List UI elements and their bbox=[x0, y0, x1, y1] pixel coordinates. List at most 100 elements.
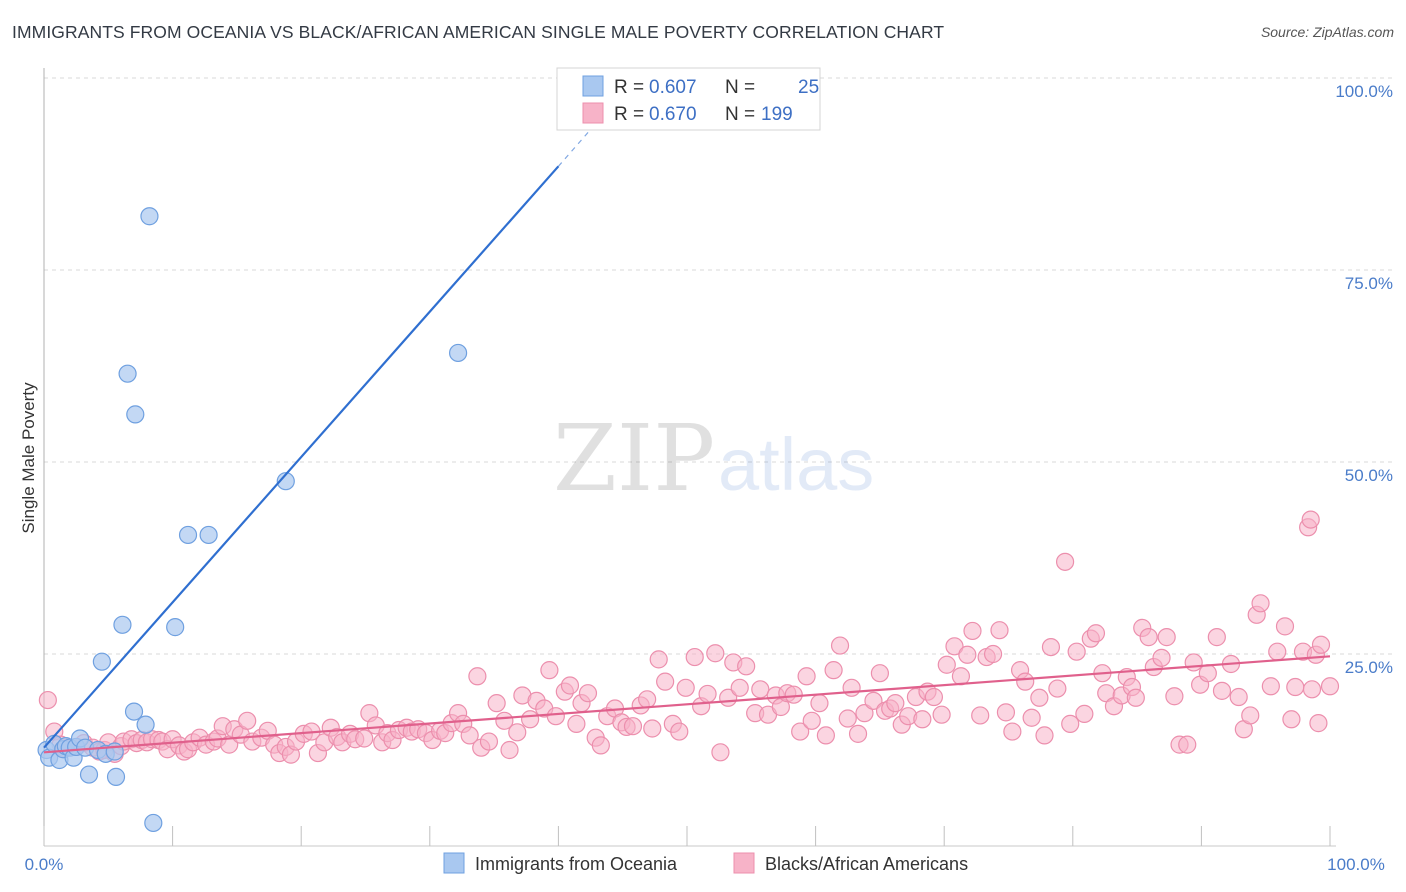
point-blacks-174 bbox=[1139, 628, 1158, 647]
point-blacks-178 bbox=[1165, 687, 1184, 706]
point-oceania-25 bbox=[178, 525, 198, 545]
point-blacks-154 bbox=[1016, 672, 1035, 691]
point-oceania-11 bbox=[79, 765, 99, 784]
watermark-atlas: atlas bbox=[718, 423, 874, 506]
point-blacks-101 bbox=[670, 722, 689, 741]
legend-n-value-blue: 25 bbox=[798, 77, 819, 98]
point-blacks-76 bbox=[508, 723, 527, 742]
point-blacks-131 bbox=[870, 664, 890, 683]
point-blacks-81 bbox=[540, 661, 559, 680]
trend-line-oceania bbox=[43, 165, 560, 749]
point-blacks-180 bbox=[1178, 735, 1197, 754]
point-blacks-89 bbox=[591, 736, 610, 755]
point-blacks-177 bbox=[1157, 628, 1176, 647]
point-blacks-184 bbox=[1207, 628, 1226, 647]
point-blacks-140 bbox=[924, 687, 944, 707]
point-blacks-152 bbox=[1003, 722, 1022, 741]
bottom-legend-label-blue: Immigrants from Oceania bbox=[475, 854, 678, 874]
point-blacks-130 bbox=[864, 691, 883, 710]
point-oceania-22 bbox=[140, 207, 159, 226]
point-blacks-146 bbox=[963, 621, 982, 641]
point-oceania-27 bbox=[276, 472, 295, 491]
point-blacks-125 bbox=[830, 636, 850, 655]
legend-r-label-pink: R = bbox=[614, 104, 644, 125]
point-oceania-19 bbox=[124, 702, 144, 721]
point-blacks-172 bbox=[1126, 688, 1145, 707]
point-blacks-85 bbox=[567, 714, 586, 733]
point-blacks-187 bbox=[1229, 687, 1248, 707]
point-blacks-82 bbox=[546, 707, 565, 726]
point-blacks-161 bbox=[1061, 714, 1080, 733]
point-blacks-183 bbox=[1198, 664, 1217, 683]
point-oceania-18 bbox=[118, 364, 137, 383]
point-blacks-122 bbox=[810, 694, 829, 713]
point-blacks-204 bbox=[1320, 677, 1340, 696]
point-blacks-69 bbox=[460, 726, 479, 745]
point-oceania-17 bbox=[113, 615, 132, 634]
legend-swatch-blue bbox=[582, 75, 604, 97]
point-blacks-189 bbox=[1241, 706, 1260, 725]
point-blacks-159 bbox=[1048, 679, 1067, 698]
point-blacks-155 bbox=[1022, 708, 1041, 727]
x-tick-label-max: 100.0% bbox=[1327, 855, 1385, 874]
point-blacks-181 bbox=[1184, 653, 1203, 672]
y-tick-label-50: 50.0% bbox=[1345, 466, 1393, 485]
legend-r-label-blue: R = bbox=[614, 77, 644, 98]
point-blacks-73 bbox=[487, 694, 506, 713]
point-blacks-143 bbox=[945, 637, 964, 656]
point-blacks-99 bbox=[656, 672, 675, 691]
point-blacks-84 bbox=[560, 676, 580, 695]
point-oceania-26 bbox=[199, 525, 218, 545]
point-blacks-134 bbox=[886, 694, 905, 713]
point-blacks-103 bbox=[685, 647, 704, 667]
point-blacks-156 bbox=[1030, 688, 1049, 707]
watermark: ZIP atlas bbox=[553, 405, 874, 512]
y-tick-label-25: 25.0% bbox=[1345, 658, 1393, 677]
point-blacks-176 bbox=[1152, 648, 1171, 667]
point-blacks-141 bbox=[932, 705, 951, 724]
point-blacks-193 bbox=[1268, 642, 1287, 661]
point-blacks-192 bbox=[1261, 677, 1280, 696]
legend-r-value-pink: 0.670 bbox=[649, 104, 697, 125]
point-blacks-145 bbox=[958, 645, 977, 664]
bottom-legend-swatch-blue bbox=[443, 852, 465, 874]
y-tick-label-100: 100.0% bbox=[1335, 82, 1393, 101]
point-blacks-203 bbox=[1311, 635, 1331, 654]
point-blacks-138 bbox=[913, 710, 932, 729]
point-blacks-120 bbox=[797, 667, 816, 686]
bottom-legend-label-pink: Blacks/African Americans bbox=[765, 854, 968, 874]
correlation-legend: R = 0.607 N = 25 R = 0.670 N = 199 bbox=[556, 67, 821, 131]
point-oceania-23 bbox=[144, 813, 163, 833]
point-blacks-199 bbox=[1309, 714, 1328, 733]
legend-n-label-blue: N = bbox=[725, 77, 755, 98]
point-blacks-34 bbox=[238, 711, 257, 730]
point-blacks-94 bbox=[623, 717, 643, 736]
legend-n-value-pink: 199 bbox=[761, 104, 793, 125]
point-blacks-157 bbox=[1035, 726, 1054, 745]
grid-layer bbox=[44, 77, 1392, 655]
trend-line-blacks bbox=[43, 655, 1331, 754]
legend-n-label-pink: N = bbox=[725, 104, 755, 125]
bottom-legend-swatch-pink bbox=[733, 852, 755, 874]
point-blacks-160 bbox=[1055, 552, 1075, 571]
y-tick-labels: 25.0% 50.0% 75.0% 100.0% bbox=[1335, 82, 1393, 677]
point-blacks-151 bbox=[996, 703, 1016, 722]
point-blacks-0 bbox=[38, 690, 57, 710]
point-blacks-196 bbox=[1286, 677, 1305, 697]
point-blacks-118 bbox=[784, 685, 803, 704]
point-blacks-98 bbox=[649, 650, 668, 669]
point-blacks-158 bbox=[1041, 637, 1061, 657]
point-blacks-70 bbox=[468, 667, 487, 686]
point-blacks-121 bbox=[802, 711, 821, 730]
point-oceania-21 bbox=[136, 715, 155, 734]
point-blacks-194 bbox=[1275, 617, 1295, 636]
point-blacks-198 bbox=[1302, 680, 1322, 699]
point-blacks-191 bbox=[1251, 594, 1270, 613]
x-tick-label-min: 0.0% bbox=[25, 855, 64, 874]
point-blacks-185 bbox=[1212, 681, 1232, 700]
point-blacks-149 bbox=[983, 644, 1003, 664]
point-oceania-16 bbox=[106, 767, 126, 786]
trend-line-oceania-extension bbox=[557, 114, 604, 167]
point-blacks-124 bbox=[824, 661, 843, 680]
